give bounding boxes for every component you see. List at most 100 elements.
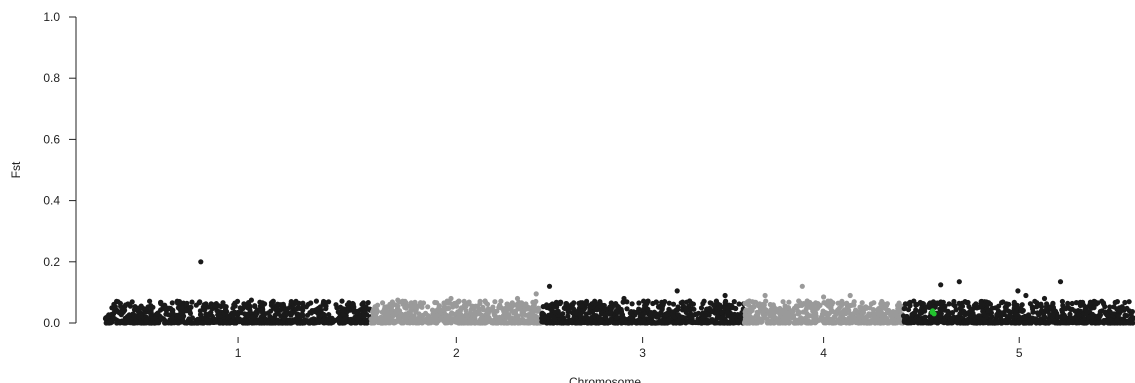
snp-point [963,319,969,325]
snp-point [425,304,431,310]
snp-point [403,305,409,311]
snp-point [105,313,111,319]
snp-point [1059,309,1066,315]
snp-point [949,310,956,316]
snp-point [374,308,380,314]
snp-point [833,311,839,317]
snp-point [1018,305,1024,311]
snp-point [878,320,884,326]
snp-point [388,304,395,310]
snp-point [441,300,447,306]
highlighted-snp-point [929,309,935,315]
snp-point [1081,320,1087,326]
snp-point [870,307,877,313]
snp-point [379,309,385,315]
snp-point [597,303,604,309]
snp-point [484,301,491,307]
snp-point [154,311,161,317]
snp-point [804,310,810,316]
snp-point [827,299,834,305]
y-ticks: 0.0 0.2 0.4 0.6 0.8 1.0 [43,10,76,330]
snp-point [214,308,220,314]
snp-point [477,298,483,304]
snp-point [933,319,939,325]
snp-point [133,318,139,324]
snp-point [1006,308,1012,314]
snp-point [846,303,852,309]
snp-point [1091,305,1097,311]
snp-outlier-point [1023,292,1029,299]
snp-point [470,312,476,318]
snp-point [967,318,973,324]
snp-point [147,298,153,304]
snp-point [485,306,491,312]
snp-point [1011,320,1018,326]
snp-point [350,318,356,325]
snp-point [597,318,604,324]
snp-point [603,306,609,312]
snp-outlier-point [674,288,680,294]
snp-point [365,300,371,306]
snp-point [828,305,834,311]
snp-point [973,301,979,307]
snp-point [492,299,498,305]
snp-point [197,308,203,314]
snp-outlier-point [395,297,401,303]
snp-point [259,309,265,315]
snp-outlier-point [722,292,728,299]
snp-point [417,300,424,306]
snp-point [890,320,896,326]
snp-point [1016,320,1022,326]
snp-point [614,314,620,321]
snp-point [608,300,614,306]
snp-point [1073,300,1079,306]
snp-point [629,301,635,307]
snp-point [290,319,296,325]
snp-point [358,320,364,326]
snp-point [237,305,243,311]
snp-point [1031,317,1037,323]
snp-point [786,313,793,319]
snp-point [361,312,367,318]
snp-point [758,318,764,324]
snp-point [384,311,390,317]
snp-point [217,318,223,324]
snp-point [228,318,234,325]
snp-point [411,303,417,310]
snp-point [971,319,978,325]
snp-point [339,298,345,304]
snp-point [148,313,154,319]
snp-point [1081,302,1087,308]
snp-point [823,320,829,326]
snp-point [941,320,947,326]
y-tick-label: 0.4 [43,194,60,208]
snp-point [977,316,984,322]
snp-point [866,311,872,317]
snp-point [896,300,902,306]
snp-point [450,316,456,322]
snp-point [777,311,783,317]
snp-point [753,320,759,326]
snp-point [284,311,290,318]
snp-point [575,308,581,314]
snp-point [162,306,168,312]
snp-point [306,320,312,326]
snp-point [362,308,368,314]
snp-point [142,309,148,315]
snp-point [993,320,999,326]
snp-point [168,305,174,312]
snp-point [333,302,339,308]
snp-point [258,317,264,323]
snp-point [653,299,659,305]
snp-point [637,320,644,326]
snp-point [567,303,574,309]
snp-point [275,301,281,307]
snp-point [966,304,972,310]
snp-point [855,320,861,326]
snp-point [683,306,689,312]
snp-point [189,299,195,305]
snp-point [497,302,503,308]
snp-point [129,299,135,305]
snp-point [435,307,441,313]
data-points [102,259,1135,326]
